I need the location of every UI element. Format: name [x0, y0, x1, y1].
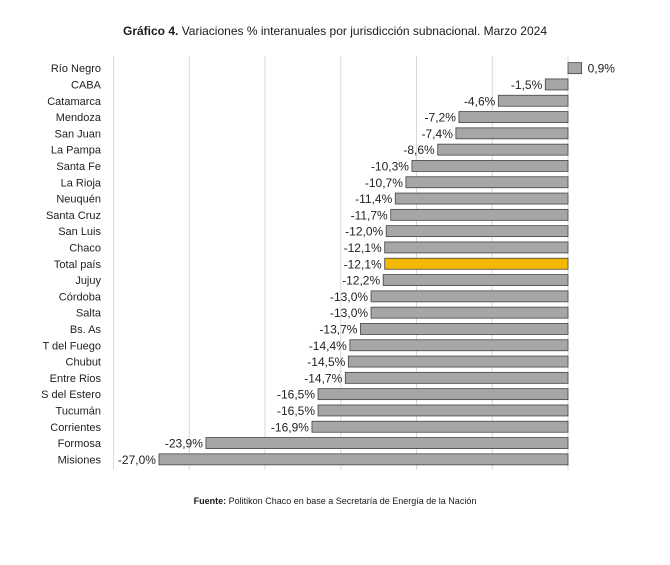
category-label: La Pampa — [51, 145, 102, 157]
bar — [384, 241, 569, 254]
bar — [205, 437, 569, 449]
bar — [382, 274, 569, 286]
category-label: Total país — [54, 259, 102, 271]
bar — [411, 160, 569, 172]
data-label: 0,9% — [588, 62, 616, 76]
category-label: Santa Fe — [56, 161, 101, 173]
data-label: -16,5% — [277, 404, 315, 418]
category-label: Misiones — [58, 454, 102, 466]
category-label: Catamarca — [47, 96, 102, 108]
category-label: San Luis — [58, 226, 101, 238]
data-label: -11,7% — [351, 208, 388, 222]
data-label: -13,0% — [330, 290, 368, 304]
bar-chart: Río Negro 0,9% CABA -1,5% Catamarca -4,6% Mend… — [41, 56, 616, 470]
category-label: Corrientes — [50, 422, 101, 434]
data-label: -12,1% — [344, 257, 382, 271]
bar — [360, 323, 569, 335]
bar — [384, 257, 569, 270]
bar — [344, 371, 569, 384]
bar — [158, 453, 569, 466]
data-label: -7,4% — [422, 127, 454, 141]
data-label: -13,0% — [330, 306, 368, 320]
bar — [437, 143, 569, 156]
category-label: Mendoza — [56, 112, 102, 124]
data-label: -27,0% — [118, 453, 156, 467]
category-label: La Rioja — [61, 177, 102, 189]
bar — [458, 111, 569, 123]
data-label: -10,3% — [371, 159, 409, 173]
bar — [394, 192, 569, 205]
category-label: S del Estero — [41, 389, 101, 401]
data-label: -14,5% — [307, 355, 345, 369]
data-label: -13,7% — [319, 322, 357, 336]
category-label: Bs. As — [70, 324, 102, 336]
data-label: -7,2% — [425, 111, 457, 125]
data-label: -1,5% — [511, 78, 543, 92]
category-label: San Juan — [55, 128, 101, 140]
data-label: -23,9% — [165, 437, 203, 451]
bar — [370, 290, 569, 303]
category-label: Formosa — [58, 438, 102, 450]
bar — [405, 176, 569, 189]
bar — [317, 404, 569, 417]
bar — [385, 225, 569, 238]
category-label: Salta — [76, 308, 102, 320]
category-label: Chaco — [69, 242, 101, 254]
bar — [311, 420, 569, 433]
bar — [544, 78, 569, 91]
data-label: -4,6% — [464, 94, 496, 108]
data-label: -10,7% — [365, 176, 403, 190]
data-label: -16,9% — [271, 420, 309, 434]
data-label: -14,4% — [309, 339, 347, 353]
bar — [317, 388, 569, 401]
bar — [370, 306, 569, 319]
source-note: Fuente: Politikon Chaco en base a Secret… — [0, 496, 670, 506]
source-label: Fuente: — [193, 496, 227, 506]
data-label: -16,5% — [277, 388, 315, 402]
data-label: -11,4% — [355, 192, 392, 206]
chart-title: Gráfico 4. Variaciones % interanuales po… — [0, 24, 670, 38]
data-label: -14,7% — [304, 371, 342, 385]
data-label: -12,2% — [342, 274, 380, 288]
bar — [497, 94, 569, 107]
data-label: -12,1% — [344, 241, 382, 255]
category-label: Neuquén — [56, 194, 101, 206]
category-label: Entre Rios — [50, 373, 102, 385]
category-label: Chubut — [66, 357, 101, 369]
category-label: Tucumán — [56, 405, 101, 417]
category-label: T del Fuego — [42, 340, 101, 352]
bar — [455, 127, 569, 140]
data-label: -8,6% — [403, 143, 435, 157]
data-label: -12,0% — [345, 225, 383, 239]
category-label: Río Negro — [51, 63, 101, 75]
category-label: Santa Cruz — [46, 210, 101, 222]
bar — [567, 62, 583, 75]
category-label: Jujuy — [75, 275, 101, 287]
bar — [390, 208, 569, 221]
source-text: Politikon Chaco en base a Secretaría de … — [228, 496, 477, 506]
bar — [347, 355, 569, 368]
chart-title-text: Variaciones % interanuales por jurisdicc… — [181, 24, 548, 38]
category-label: Córdoba — [59, 291, 102, 303]
bar — [349, 339, 569, 352]
category-label: CABA — [71, 79, 102, 91]
chart-title-bold: Gráfico 4. — [122, 24, 179, 38]
